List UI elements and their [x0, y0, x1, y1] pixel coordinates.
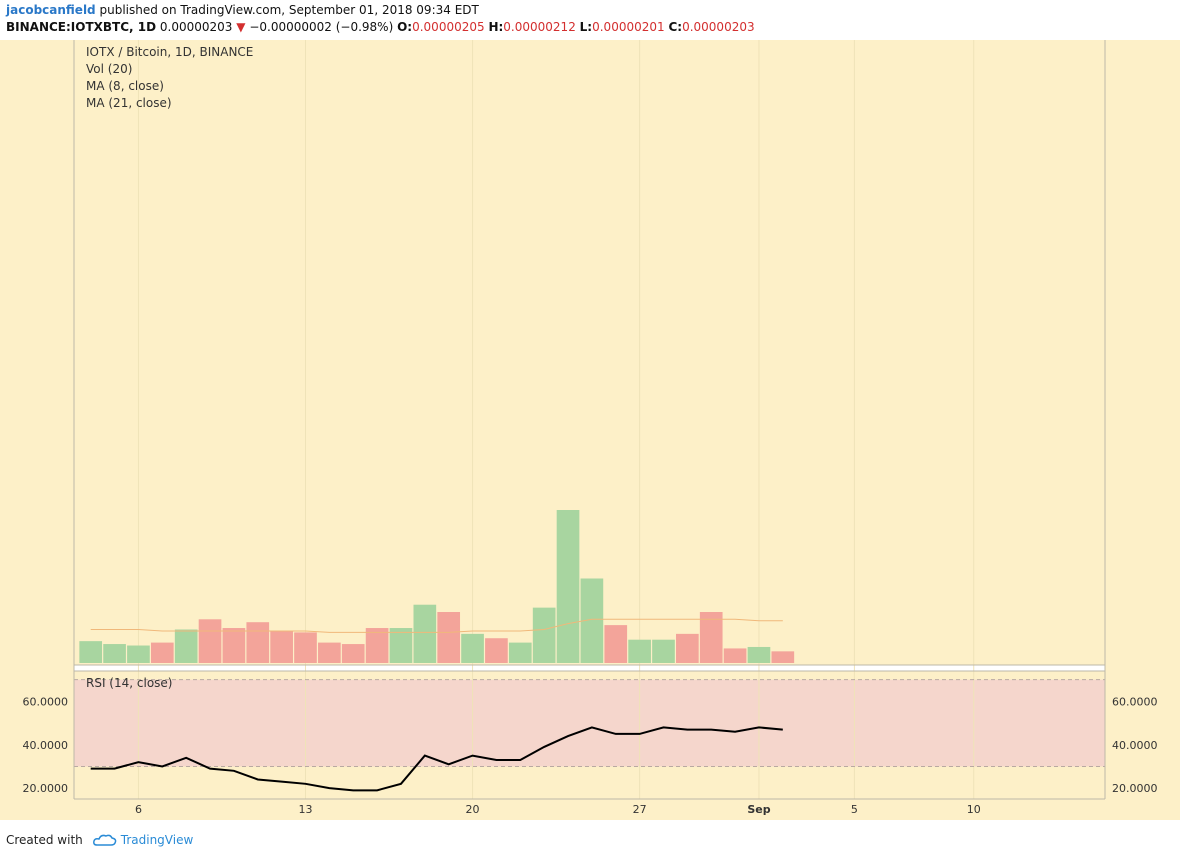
time-axis-background — [74, 799, 1105, 820]
time-axis-label: 27 — [633, 803, 647, 816]
time-axis-label: 10 — [967, 803, 981, 816]
volume-bar — [699, 612, 723, 663]
volume-bar — [485, 638, 508, 663]
volume-bar — [580, 578, 604, 663]
volume-bar — [294, 632, 317, 663]
volume-bar — [413, 604, 437, 663]
rsi-line — [90, 726, 783, 792]
volume-bar — [365, 628, 389, 663]
volume-bar — [652, 639, 675, 663]
publish-line: jacobcanfield published on TradingView.c… — [6, 2, 1176, 19]
volume-bar — [318, 642, 341, 663]
volume-ma-line — [90, 618, 783, 633]
rsi-axis-label-left: 20.0000 — [23, 782, 69, 795]
price-change: −0.00000002 (−0.98%) — [249, 20, 394, 34]
volume-bar — [198, 619, 222, 663]
ohlc-line: BINANCE:IOTXBTC, 1D 0.00000203 ▼ −0.0000… — [6, 20, 755, 34]
price-chart[interactable]: 0.000001000.000001000.000001100.00000110… — [0, 38, 1180, 830]
volume-bar — [150, 642, 174, 663]
chart-header: jacobcanfield published on TradingView.c… — [6, 2, 1176, 38]
volume-bar — [771, 651, 795, 663]
volume-bar — [79, 641, 103, 663]
time-axis-label: 20 — [466, 803, 480, 816]
volume-bar — [270, 630, 293, 663]
down-arrow-icon: ▼ — [236, 20, 246, 34]
volume-bar — [747, 646, 771, 663]
ohlc-high: 0.00000212 — [503, 20, 576, 34]
legend-item: IOTX / Bitcoin, 1D, BINANCE — [86, 45, 253, 59]
left-axis-background — [0, 40, 74, 820]
volume-bar — [341, 644, 365, 663]
legend-item: Vol (20) — [86, 62, 132, 76]
time-axis-label: 5 — [851, 803, 858, 816]
tradingview-link[interactable]: TradingView — [120, 833, 194, 847]
ohlc-open: 0.00000205 — [412, 20, 485, 34]
ohlc-low: 0.00000201 — [592, 20, 665, 34]
ohlc-close: 0.00000203 — [682, 20, 755, 34]
volume-bar — [676, 633, 699, 663]
volume-bar — [222, 628, 246, 663]
volume-bar — [604, 625, 628, 663]
volume-bar — [246, 622, 270, 663]
volume-bar — [103, 644, 126, 663]
volume-bar — [508, 642, 532, 663]
created-with-text: Created with — [6, 833, 83, 847]
time-axis-label: 6 — [135, 803, 142, 816]
rsi-axis-label-right: 40.0000 — [1112, 739, 1158, 752]
right-axis-background — [1105, 40, 1180, 820]
symbol-label: BINANCE:IOTXBTC, 1D — [6, 20, 157, 34]
legend-item: MA (8, close) — [86, 79, 164, 93]
rsi-label: RSI (14, close) — [86, 676, 172, 690]
time-axis-label: 13 — [298, 803, 312, 816]
author-link[interactable]: jacobcanfield — [6, 3, 96, 17]
rsi-band — [74, 679, 1105, 767]
rsi-axis-label-right: 20.0000 — [1112, 782, 1158, 795]
volume-bar — [174, 629, 198, 663]
price-pane-background — [74, 40, 1105, 665]
tradingview-cloud-icon — [92, 834, 117, 846]
rsi-axis-label-right: 60.0000 — [1112, 695, 1158, 708]
volume-bar — [628, 639, 651, 663]
volume-bar — [437, 612, 461, 663]
rsi-axis-label-left: 40.0000 — [23, 739, 69, 752]
publish-info: published on TradingView.com, September … — [99, 3, 479, 17]
legend-item: MA (21, close) — [86, 96, 172, 110]
footer: Created with TradingView — [6, 830, 193, 850]
last-price: 0.00000203 — [159, 20, 233, 34]
volume-bar — [389, 628, 413, 663]
rsi-axis-label-left: 60.0000 — [23, 695, 69, 708]
volume-bar — [127, 645, 150, 663]
volume-bar — [556, 510, 580, 663]
time-axis-label: Sep — [747, 803, 770, 816]
volume-bar — [461, 633, 484, 663]
volume-bar — [723, 648, 747, 663]
volume-bar — [532, 607, 556, 663]
